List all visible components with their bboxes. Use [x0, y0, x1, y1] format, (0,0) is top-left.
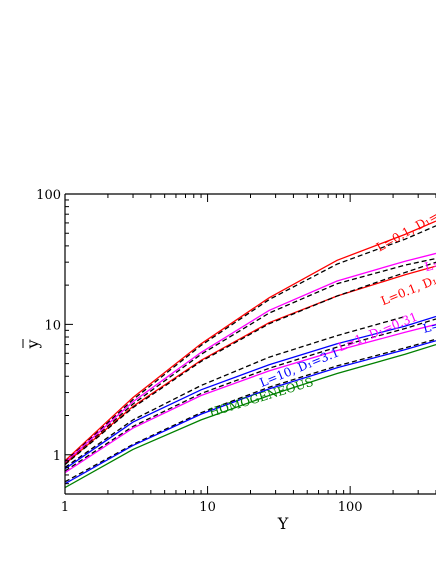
series-line-1 — [65, 220, 436, 462]
x-tick-label: 1 — [61, 500, 69, 515]
series-line-4 — [65, 257, 436, 465]
curve-label-1: L=0.1, D₁=0.003 — [374, 192, 436, 254]
series-line-2 — [65, 225, 436, 463]
series-line-8 — [65, 315, 436, 470]
axes: 1 10 100 1 10 100 Yy — [22, 188, 436, 533]
curve-label-5: L= — [421, 318, 436, 336]
series-line-7 — [65, 315, 406, 468]
y-axis-title: y — [23, 339, 42, 349]
x-tick-label: 100 — [338, 500, 363, 515]
curve-label-2: L= — [423, 256, 436, 274]
series-line-3 — [65, 252, 436, 464]
y-tick-label: 1 — [53, 449, 61, 464]
series-line-10 — [65, 323, 436, 474]
y-tick-label: 10 — [44, 318, 61, 333]
x-tick-label: 10 — [199, 500, 216, 515]
series-line-13 — [65, 343, 436, 489]
y-tick-label: 100 — [36, 188, 61, 203]
curves — [65, 220, 436, 489]
x-axis-title: Y — [277, 514, 289, 533]
series-line-12 — [65, 340, 436, 485]
series-line-9 — [65, 318, 436, 472]
series-line-6 — [65, 261, 436, 466]
curve-label-3: L=0.1, D₁= — [379, 269, 436, 308]
series-line-11 — [65, 338, 436, 483]
series-line-5 — [65, 265, 436, 465]
